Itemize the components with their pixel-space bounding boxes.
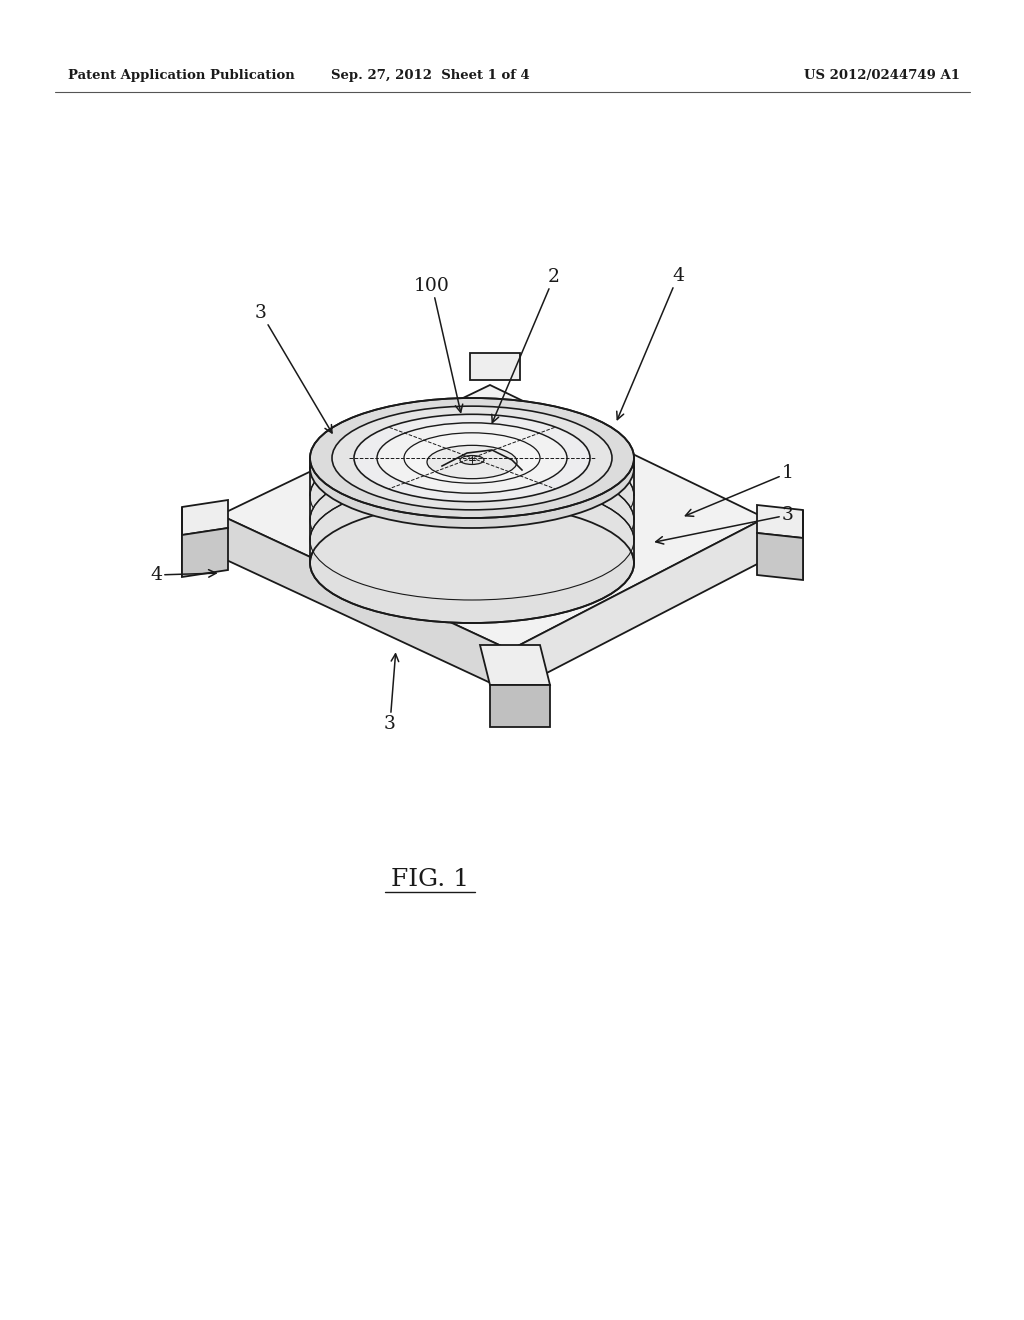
- Text: 1: 1: [685, 465, 794, 516]
- Text: US 2012/0244749 A1: US 2012/0244749 A1: [804, 69, 961, 82]
- Text: 4: 4: [150, 566, 216, 583]
- Ellipse shape: [310, 436, 634, 556]
- Text: Patent Application Publication: Patent Application Publication: [68, 69, 295, 82]
- Ellipse shape: [310, 399, 634, 517]
- Ellipse shape: [460, 455, 484, 465]
- Ellipse shape: [377, 422, 567, 494]
- Text: 100: 100: [414, 277, 463, 412]
- Ellipse shape: [310, 503, 634, 623]
- Polygon shape: [757, 506, 803, 539]
- Ellipse shape: [404, 433, 540, 483]
- Polygon shape: [220, 385, 765, 649]
- Polygon shape: [182, 528, 228, 577]
- Ellipse shape: [332, 407, 612, 510]
- Text: 3: 3: [255, 304, 332, 433]
- Polygon shape: [220, 515, 510, 692]
- Text: FIG. 1: FIG. 1: [391, 869, 469, 891]
- Text: 2: 2: [492, 268, 560, 422]
- Polygon shape: [182, 500, 228, 535]
- Text: 3: 3: [655, 506, 794, 544]
- Ellipse shape: [310, 408, 634, 528]
- Ellipse shape: [354, 414, 590, 502]
- Polygon shape: [757, 533, 803, 579]
- Polygon shape: [510, 517, 765, 692]
- Polygon shape: [470, 352, 520, 380]
- Polygon shape: [480, 645, 550, 685]
- Ellipse shape: [427, 445, 517, 479]
- Ellipse shape: [310, 480, 634, 601]
- Text: Sep. 27, 2012  Sheet 1 of 4: Sep. 27, 2012 Sheet 1 of 4: [331, 69, 529, 82]
- Polygon shape: [310, 469, 634, 564]
- Ellipse shape: [310, 459, 634, 579]
- Text: 3: 3: [384, 653, 398, 733]
- Text: 4: 4: [616, 267, 684, 420]
- Polygon shape: [490, 685, 550, 727]
